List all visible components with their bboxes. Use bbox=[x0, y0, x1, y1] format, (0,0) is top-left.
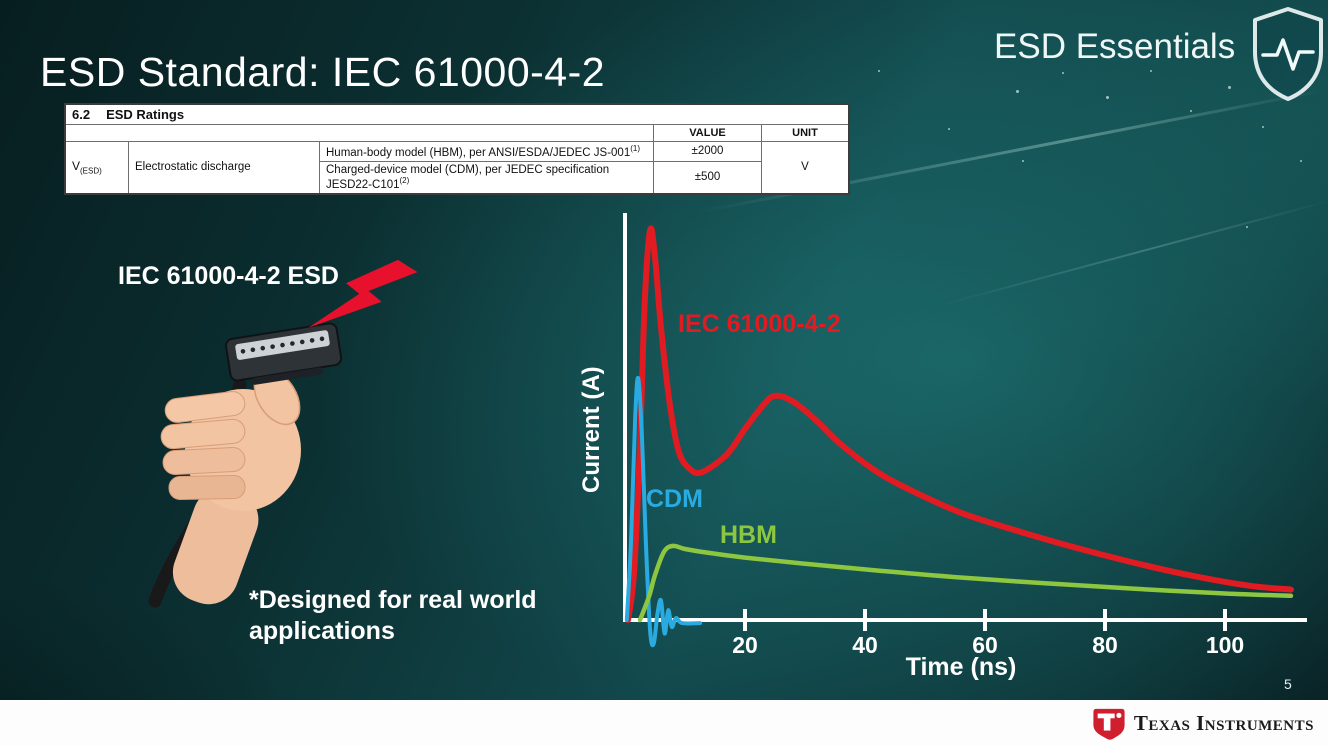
table-section-row: 6.2 ESD Ratings bbox=[64, 103, 850, 125]
design-note: *Designed for real world applications bbox=[249, 586, 537, 646]
sparkle-dot bbox=[1228, 86, 1231, 89]
finger bbox=[168, 475, 246, 500]
table-row: V(ESD) Electrostatic discharge Human-bod… bbox=[64, 140, 850, 195]
esd-essentials-shield-icon bbox=[1253, 7, 1323, 101]
hand bbox=[160, 368, 301, 605]
hbm-curve-label: HBM bbox=[720, 521, 777, 549]
sparkle-dot bbox=[1062, 72, 1064, 74]
esd-waveform-chart: 20 40 60 80 100 Current (A) Time (ns) IEC 61… bbox=[570, 195, 1328, 695]
footer-bar: Texas Instruments bbox=[0, 700, 1328, 746]
curve-2 bbox=[637, 543, 1294, 623]
sparkle-dot bbox=[1150, 70, 1152, 72]
x-tick-label: 60 bbox=[972, 632, 998, 658]
sparkle-dot bbox=[1022, 160, 1024, 162]
hbm-value: ±2000 bbox=[653, 141, 762, 162]
finger bbox=[162, 446, 246, 476]
sparkle-dot bbox=[1246, 226, 1248, 228]
brand-name: Texas Instruments bbox=[1133, 710, 1314, 735]
curve-1 bbox=[624, 376, 702, 648]
iec-curve-label: IEC 61000-4-2 bbox=[678, 310, 841, 338]
footnote-marker: (2) bbox=[399, 175, 410, 185]
sparkle-dot bbox=[1190, 110, 1192, 112]
x-tick-label: 40 bbox=[852, 632, 878, 658]
hbm-description: Human-body model (HBM), per ANSI/ESDA/JE… bbox=[319, 141, 654, 162]
hdmi-connector bbox=[225, 322, 343, 385]
section-number: 6.2 bbox=[72, 107, 91, 122]
texas-instruments-logo: Texas Instruments bbox=[1092, 705, 1314, 741]
param-name: Electrostatic discharge bbox=[128, 140, 320, 195]
curve-0 bbox=[625, 225, 1294, 623]
table-section-header: 6.2 ESD Ratings bbox=[64, 103, 850, 125]
x-tick-label: 80 bbox=[1092, 632, 1118, 658]
hand-hdmi-illustration bbox=[148, 259, 418, 608]
chart-curves bbox=[624, 225, 1294, 648]
sparkle-dot bbox=[1262, 126, 1264, 128]
param-symbol-main: V bbox=[72, 159, 81, 174]
finger bbox=[160, 418, 246, 450]
finger bbox=[164, 391, 246, 423]
lightning-bolt-icon bbox=[308, 259, 418, 328]
table-row: Charged-device model (CDM), per JEDEC sp… bbox=[65, 160, 849, 195]
param-symbol-sub: (ESD) bbox=[80, 166, 102, 176]
cdm-curve-label: CDM bbox=[646, 485, 703, 513]
sparkle-dot bbox=[1300, 160, 1302, 162]
empty-header-cell bbox=[64, 124, 654, 142]
x-tick-label: 20 bbox=[732, 632, 758, 658]
footnote-marker: (1) bbox=[630, 144, 640, 153]
pulse-line-icon bbox=[1261, 38, 1315, 71]
sparkle-dot bbox=[1016, 90, 1019, 93]
chart-axes: 20 40 60 80 100 bbox=[623, 213, 1307, 658]
cdm-description: Charged-device model (CDM), per JEDEC sp… bbox=[319, 160, 654, 195]
table-header-row: VALUE UNIT bbox=[64, 124, 850, 142]
page-number: 5 bbox=[1284, 676, 1292, 692]
cdm-value: ±500 bbox=[653, 160, 762, 195]
param-symbol: V(ESD) bbox=[64, 140, 129, 195]
esd-ratings-table: 6.2 ESD Ratings VALUE UNIT V(ESD) Electro… bbox=[64, 103, 850, 195]
col-header-value: VALUE bbox=[653, 124, 762, 142]
sparkle-dot bbox=[948, 128, 950, 130]
illustration-caption: IEC 61000-4-2 ESD bbox=[118, 262, 339, 290]
ti-bug-icon bbox=[1093, 708, 1125, 740]
unit-cell: V bbox=[761, 140, 850, 195]
x-axis-label: Time (ns) bbox=[905, 653, 1017, 681]
y-axis-label: Current (A) bbox=[578, 366, 605, 494]
col-header-unit: UNIT bbox=[761, 124, 850, 142]
chart-canvas: 20 40 60 80 100 bbox=[623, 213, 1307, 658]
sparkle-dot bbox=[878, 70, 880, 72]
section-title: ESD Ratings bbox=[106, 107, 185, 122]
slide-title: ESD Standard: IEC 61000-4-2 bbox=[40, 49, 606, 96]
sparkle-dot bbox=[1106, 96, 1109, 99]
x-tick-label: 100 bbox=[1206, 632, 1244, 658]
program-title: ESD Essentials bbox=[994, 27, 1236, 66]
